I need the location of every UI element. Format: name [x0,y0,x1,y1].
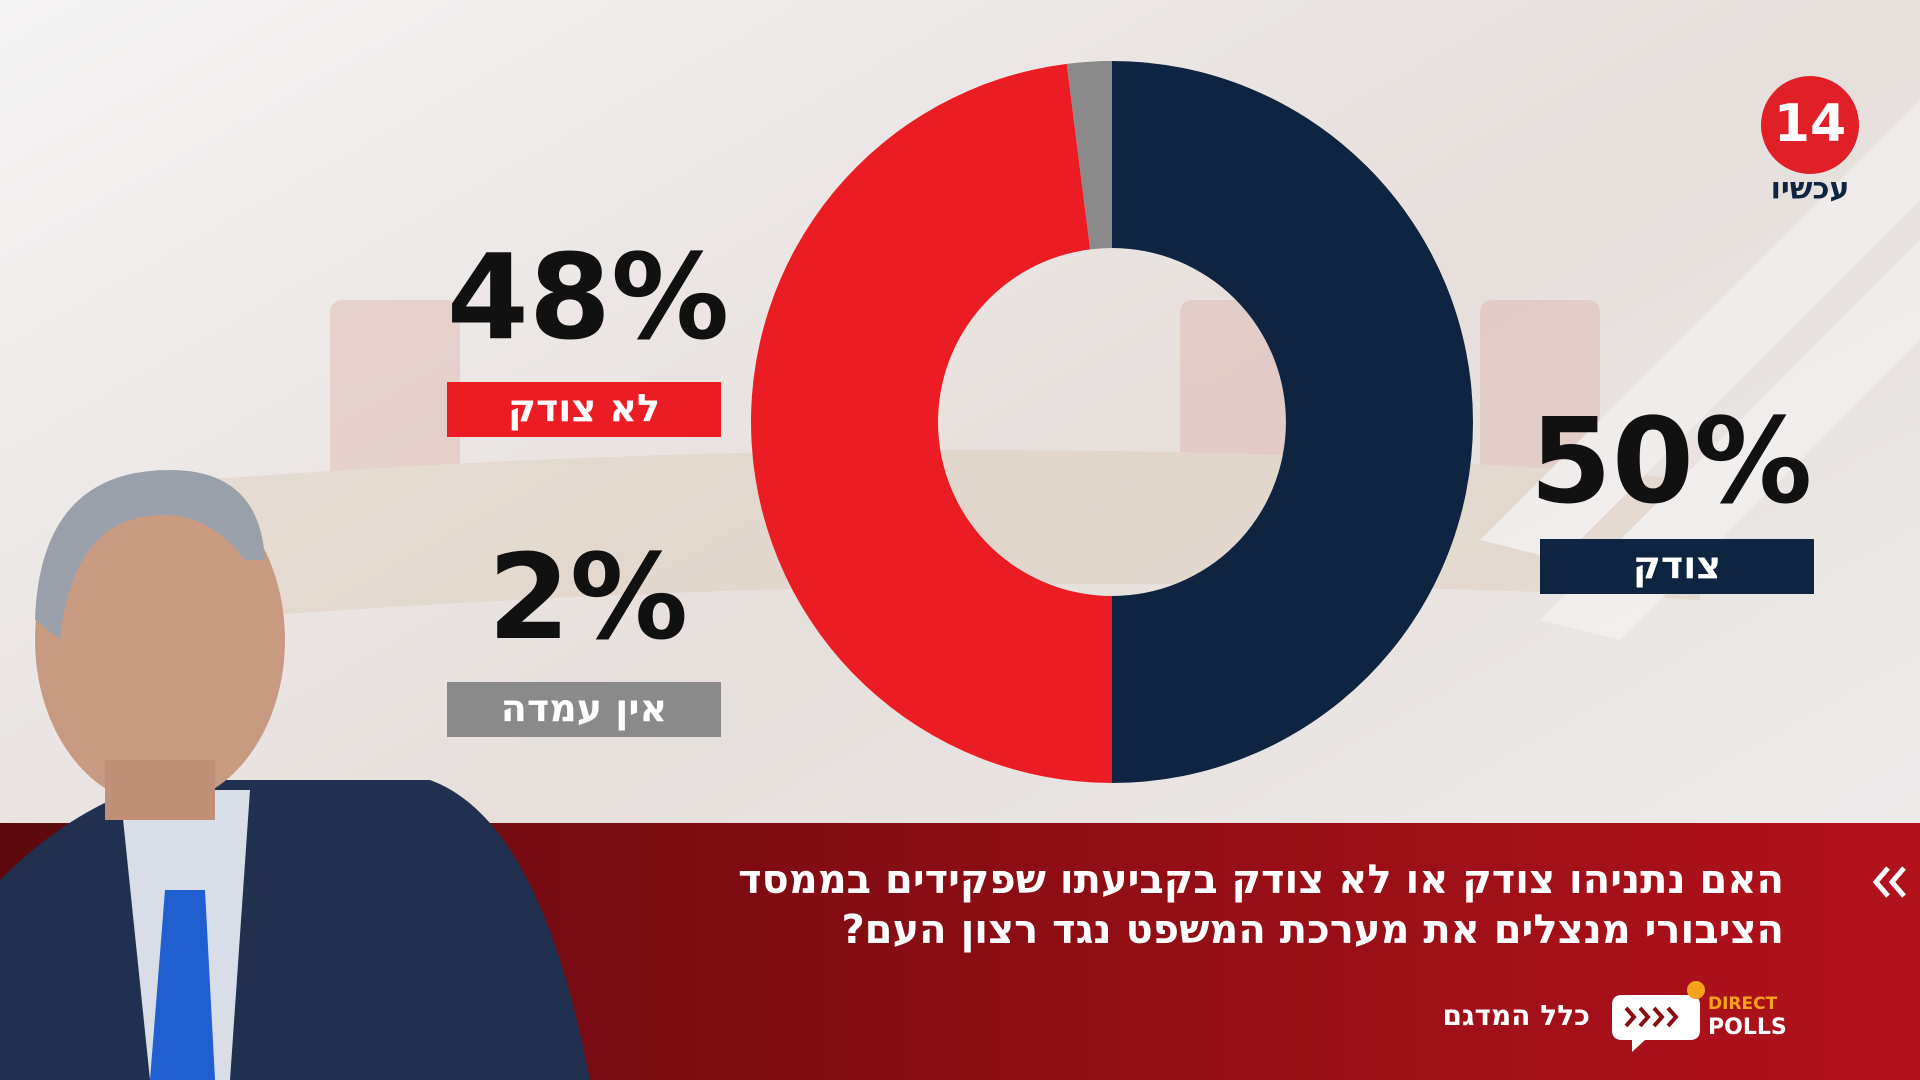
donut-segment [1066,61,1112,250]
question-line: האם נתניהו צודק או לא צודק בקביעתו שפקיד… [738,857,1784,903]
category-label: צודק [1633,544,1721,588]
sample-label: כלל המדגם [1443,999,1590,1032]
donut-segment [750,63,1112,783]
channel-number: 14 [1774,94,1846,154]
chevrons-icon [1872,866,1906,898]
pollster-logo [1612,981,1705,1052]
channel-name: עכשיו [1771,172,1850,207]
value-label: 48% [447,228,729,366]
category-label: לא צודק [508,387,660,431]
question-line: הציבורי מנצלים את מערכת המשפט נגד רצון ה… [841,907,1784,953]
category-label: אין עמדה [501,687,667,731]
person-photo [0,470,590,1080]
value-label: 2% [488,528,688,666]
pollster-name: POLLS [1708,1015,1787,1040]
donut-segment [1112,61,1473,783]
category-box [447,382,721,437]
category-box [447,682,721,737]
pollster-name: DIRECT [1708,994,1778,1014]
channel-logo [1761,76,1859,174]
category-box [1540,539,1814,594]
value-label: 50% [1530,392,1812,530]
